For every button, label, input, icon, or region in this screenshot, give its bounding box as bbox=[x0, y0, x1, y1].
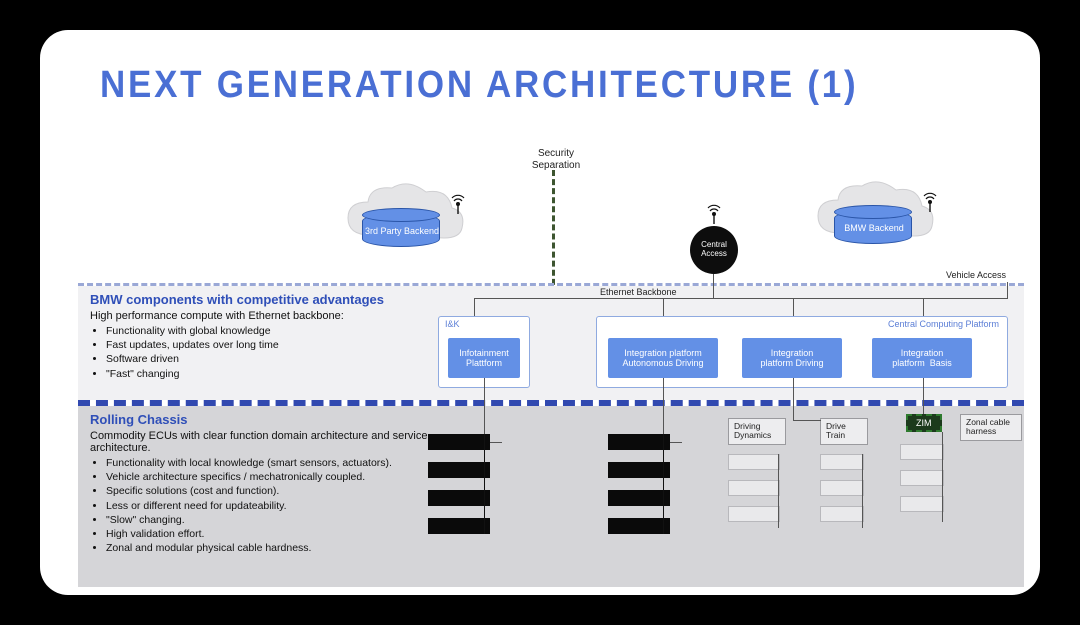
ecu-block-light bbox=[900, 496, 944, 512]
platform-autonomous-label: Integration platform Autonomous Driving bbox=[622, 348, 703, 369]
platform-driving-label: Integration platform Driving bbox=[760, 348, 823, 369]
lower-bullet: High validation effort. bbox=[106, 527, 470, 541]
line-central-down bbox=[713, 274, 714, 298]
ecu-block bbox=[428, 434, 490, 450]
zim-box: ZIM bbox=[906, 414, 942, 432]
platform-autonomous: Integration platform Autonomous Driving bbox=[608, 338, 718, 378]
security-separation-label: Security Separation bbox=[526, 148, 586, 172]
upper-sub: High performance compute with Ethernet b… bbox=[90, 310, 450, 322]
band-mid-dash bbox=[78, 400, 1024, 406]
lower-heading: Rolling Chassis bbox=[90, 412, 470, 427]
ecu-block bbox=[428, 490, 490, 506]
platform-basis: Integration platform Basis bbox=[872, 338, 972, 378]
lower-bullet: Specific solutions (cost and function). bbox=[106, 484, 470, 498]
lower-bullet: "Slow" changing. bbox=[106, 513, 470, 527]
upper-bullet: "Fast" changing bbox=[106, 367, 450, 381]
platform-basis-label: Integration platform Basis bbox=[892, 348, 952, 369]
antenna-icon-right bbox=[918, 188, 942, 212]
ecu-block bbox=[608, 462, 670, 478]
ecu-stack-dd-rail bbox=[778, 454, 779, 528]
zonal-cable-box: Zonal cable harness bbox=[960, 414, 1022, 441]
upper-bullet: Functionality with global knowledge bbox=[106, 324, 450, 338]
page-title: NEXT GENERATION ARCHITECTURE (1) bbox=[100, 64, 858, 107]
vehicle-access-label: Vehicle Access bbox=[946, 270, 1006, 280]
bmw-backend-cylinder: BMW Backend bbox=[834, 210, 912, 244]
line-p2-down bbox=[793, 378, 794, 420]
ecu-stack-2-tap bbox=[670, 442, 682, 443]
drive-train-label: Drive Train bbox=[826, 421, 846, 440]
line-ethernet-bus bbox=[474, 298, 1008, 299]
line-p1-down bbox=[663, 378, 664, 434]
ecu-stack-1 bbox=[428, 434, 490, 534]
zonal-cable-label: Zonal cable harness bbox=[966, 417, 1010, 436]
lower-text-block: Rolling Chassis Commodity ECUs with clea… bbox=[90, 412, 470, 555]
ecu-stack-2 bbox=[608, 434, 670, 534]
upper-bullets: Functionality with global knowledge Fast… bbox=[106, 324, 450, 381]
upper-bullet: Software driven bbox=[106, 352, 450, 366]
lower-bullet: Less or different need for updateability… bbox=[106, 499, 470, 513]
antenna-icon-left bbox=[446, 190, 470, 214]
lower-bullet: Functionality with local knowledge (smar… bbox=[106, 456, 470, 470]
upper-bullet: Fast updates, updates over long time bbox=[106, 338, 450, 352]
ecu-block-light bbox=[820, 480, 864, 496]
infotainment-label: Infotainment Plattform bbox=[459, 348, 509, 369]
ecu-stack-1-rail bbox=[484, 434, 485, 534]
line-ik-down bbox=[484, 378, 485, 434]
ecu-block bbox=[608, 434, 670, 450]
ethernet-backbone-label: Ethernet Backbone bbox=[600, 287, 677, 297]
ecu-stack-dt-rail bbox=[862, 454, 863, 528]
ecu-stack-1-tap bbox=[490, 442, 502, 443]
platform-driving: Integration platform Driving bbox=[742, 338, 842, 378]
bmw-backend-label: BMW Backend bbox=[835, 223, 913, 233]
ecu-block bbox=[608, 490, 670, 506]
ecu-block bbox=[428, 462, 490, 478]
band-top-dash bbox=[78, 283, 1024, 286]
lower-sub: Commodity ECUs with clear function domai… bbox=[90, 430, 470, 454]
ecu-stack-dd bbox=[728, 454, 780, 522]
ccp-label: Central Computing Platform bbox=[888, 319, 999, 329]
third-party-backend-cylinder: 3rd Party Backend bbox=[362, 213, 440, 247]
lower-bullet: Vehicle architecture specifics / mechatr… bbox=[106, 470, 470, 484]
slide-card: NEXT GENERATION ARCHITECTURE (1) Securit… bbox=[40, 30, 1040, 595]
ecu-stack-2-rail bbox=[663, 434, 664, 534]
central-access-label: Central Access bbox=[701, 241, 727, 259]
ecu-block-light bbox=[728, 480, 780, 496]
line-p2-to-dt bbox=[793, 420, 821, 421]
ecu-stack-dt bbox=[820, 454, 864, 522]
ecu-block-light bbox=[900, 444, 944, 460]
ecu-block bbox=[428, 518, 490, 534]
ecu-block-light bbox=[820, 506, 864, 522]
drive-train-box: Drive Train bbox=[820, 418, 868, 445]
ecu-stack-zim-rail bbox=[942, 432, 943, 522]
upper-text-block: BMW components with competitive advantag… bbox=[90, 292, 450, 381]
upper-heading: BMW components with competitive advantag… bbox=[90, 292, 450, 307]
ecu-block-light bbox=[900, 470, 944, 486]
ecu-block-light bbox=[728, 506, 780, 522]
ecu-block-light bbox=[728, 454, 780, 470]
antenna-icon-central bbox=[702, 200, 726, 224]
infotainment-platform: Infotainment Plattform bbox=[448, 338, 520, 378]
ecu-block bbox=[608, 518, 670, 534]
line-p3-down bbox=[923, 378, 924, 414]
zim-label: ZIM bbox=[916, 418, 932, 428]
lower-bullet: Zonal and modular physical cable hardnes… bbox=[106, 541, 470, 555]
line-vehicle-access bbox=[1007, 282, 1008, 298]
lower-bullets: Functionality with local knowledge (smar… bbox=[106, 456, 470, 555]
central-access-node: Central Access bbox=[690, 226, 738, 274]
third-party-backend-label: 3rd Party Backend bbox=[363, 226, 441, 236]
ecu-block-light bbox=[820, 454, 864, 470]
ecu-stack-zim bbox=[900, 444, 944, 512]
driving-dynamics-label: Driving Dynamics bbox=[734, 421, 771, 440]
driving-dynamics-box: Driving Dynamics bbox=[728, 418, 786, 445]
